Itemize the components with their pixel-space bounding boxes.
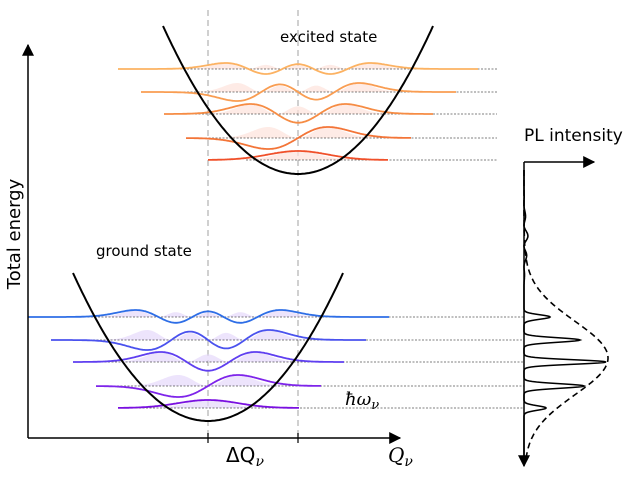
ground-state-label: ground state [96, 242, 192, 260]
ground-density-2 [73, 352, 344, 362]
ground-wavefunction-3 [51, 329, 366, 351]
delta-q-label: ΔQν [226, 443, 264, 470]
excited-state-label: excited state [280, 28, 377, 46]
pl-intensity-label: PL intensity [524, 126, 623, 146]
ground-density-3 [51, 330, 366, 340]
phonon-energy-label: ħων [345, 389, 379, 413]
excited-density-0 [208, 151, 388, 160]
ground-density-4 [28, 310, 389, 317]
excited-wavefunction-1 [186, 126, 411, 150]
excited-density-3 [141, 83, 456, 92]
excited-wavefunction-3 [141, 82, 456, 102]
excited-wavefunction-2 [164, 103, 433, 124]
ground-wavefunction-2 [73, 351, 344, 372]
vibrational-levels [28, 62, 524, 409]
excited-density-1 [186, 127, 411, 138]
pl-spectrum [523, 170, 609, 461]
displacement-guides [207, 10, 299, 438]
potential-curves [72, 25, 434, 422]
ground-state-parabola [72, 272, 344, 422]
excited-density-2 [164, 104, 433, 114]
ground-wavefunction-4 [28, 309, 389, 324]
y-axis-label: Total energy [4, 178, 25, 290]
excited-wavefunction-0 [208, 150, 388, 161]
ground-wavefunction-0 [118, 399, 299, 409]
excited-density-4 [118, 63, 478, 69]
pl-line-spectrum [523, 170, 607, 460]
ground-density-1 [96, 375, 321, 386]
ground-density-0 [118, 400, 299, 408]
ground-wavefunction-1 [96, 374, 321, 398]
pl-envelope-curve [523, 170, 609, 461]
excited-wavefunction-4 [118, 62, 478, 75]
x-axis-label: Qν [388, 443, 413, 470]
excited-state-parabola [162, 25, 434, 175]
